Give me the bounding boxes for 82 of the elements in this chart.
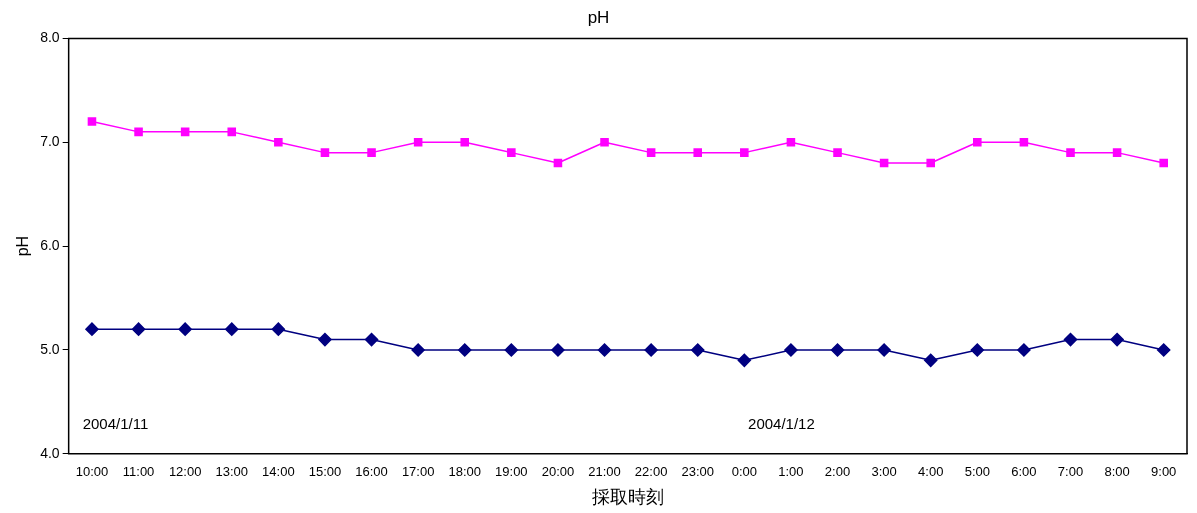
point bbox=[551, 343, 565, 357]
point bbox=[367, 148, 376, 157]
point bbox=[457, 343, 472, 357]
point bbox=[1066, 148, 1075, 157]
point bbox=[1112, 148, 1122, 157]
point bbox=[87, 117, 97, 126]
x-tick-label: 9:00 bbox=[1151, 464, 1177, 480]
y-tick-label: 6.0 bbox=[40, 236, 60, 253]
point bbox=[134, 127, 143, 137]
point bbox=[830, 343, 845, 357]
x-tick-label: 11:00 bbox=[122, 464, 155, 480]
point bbox=[644, 343, 658, 357]
point bbox=[178, 322, 192, 336]
x-tick-label: 1:00 bbox=[778, 464, 804, 480]
x-tick-label: 15:00 bbox=[308, 464, 342, 480]
point bbox=[926, 158, 935, 168]
point bbox=[1017, 343, 1031, 357]
point bbox=[320, 148, 330, 157]
x-tick-label: 2:00 bbox=[824, 464, 851, 480]
point bbox=[1156, 343, 1171, 357]
x-tick-label: 22:00 bbox=[634, 464, 668, 480]
x-tick-label: 21:00 bbox=[588, 464, 621, 480]
x-tick-label: 18:00 bbox=[448, 464, 482, 480]
point bbox=[507, 148, 516, 157]
point bbox=[646, 148, 656, 157]
point bbox=[737, 353, 752, 368]
point bbox=[877, 343, 891, 357]
point bbox=[786, 137, 796, 147]
point bbox=[271, 322, 286, 336]
y-tick-label: 8.0 bbox=[40, 29, 60, 46]
x-axis-title: 採取時刻 bbox=[591, 487, 664, 508]
point bbox=[460, 137, 470, 147]
annotation: 2004/1/12 bbox=[748, 414, 815, 432]
point bbox=[85, 322, 99, 336]
x-tick-label: 5:00 bbox=[964, 464, 990, 480]
x-tick-label: 7:00 bbox=[1057, 464, 1084, 480]
x-tick-label: 14:00 bbox=[262, 464, 295, 480]
x-tick-label: 12:00 bbox=[168, 464, 202, 480]
point bbox=[553, 158, 563, 168]
point bbox=[1159, 158, 1168, 168]
point bbox=[690, 343, 705, 357]
point bbox=[833, 148, 842, 157]
x-tick-label: 16:00 bbox=[355, 464, 388, 480]
point bbox=[1063, 332, 1078, 347]
x-tick-label: 0:00 bbox=[731, 464, 757, 480]
point bbox=[364, 332, 379, 347]
chart-title: pH bbox=[587, 7, 610, 27]
point bbox=[318, 332, 332, 347]
y-tick-label: 4.0 bbox=[40, 444, 60, 461]
x-tick-label: 10:00 bbox=[75, 464, 109, 480]
point bbox=[970, 343, 985, 357]
point bbox=[274, 137, 283, 147]
point bbox=[597, 343, 612, 357]
point bbox=[973, 137, 982, 147]
point bbox=[740, 148, 749, 157]
point bbox=[693, 148, 703, 157]
point bbox=[784, 343, 798, 357]
x-tick-label: 19:00 bbox=[495, 464, 528, 480]
y-tick-label: 7.0 bbox=[40, 133, 60, 150]
point bbox=[227, 127, 237, 137]
point bbox=[411, 343, 425, 357]
point bbox=[413, 137, 423, 147]
y-axis-title: pH bbox=[14, 235, 32, 257]
point bbox=[180, 127, 190, 137]
x-tick-label: 17:00 bbox=[401, 464, 435, 480]
x-tick-label: 6:00 bbox=[1011, 464, 1037, 480]
x-tick-label: 4:00 bbox=[918, 464, 944, 480]
point bbox=[879, 158, 889, 168]
x-tick-label: 23:00 bbox=[681, 464, 714, 480]
point bbox=[923, 353, 938, 368]
point bbox=[131, 322, 146, 336]
x-tick-label: 20:00 bbox=[541, 464, 575, 480]
y-tick-label: 5.0 bbox=[40, 340, 60, 357]
x-tick-label: 8:00 bbox=[1104, 464, 1130, 480]
point bbox=[225, 322, 239, 336]
point bbox=[600, 137, 609, 147]
point bbox=[1110, 332, 1124, 347]
x-tick-label: 13:00 bbox=[215, 464, 249, 480]
annotation: 2004/1/11 bbox=[82, 414, 149, 432]
point bbox=[504, 343, 519, 357]
x-tick-label: 3:00 bbox=[871, 464, 897, 480]
point bbox=[1019, 137, 1029, 147]
